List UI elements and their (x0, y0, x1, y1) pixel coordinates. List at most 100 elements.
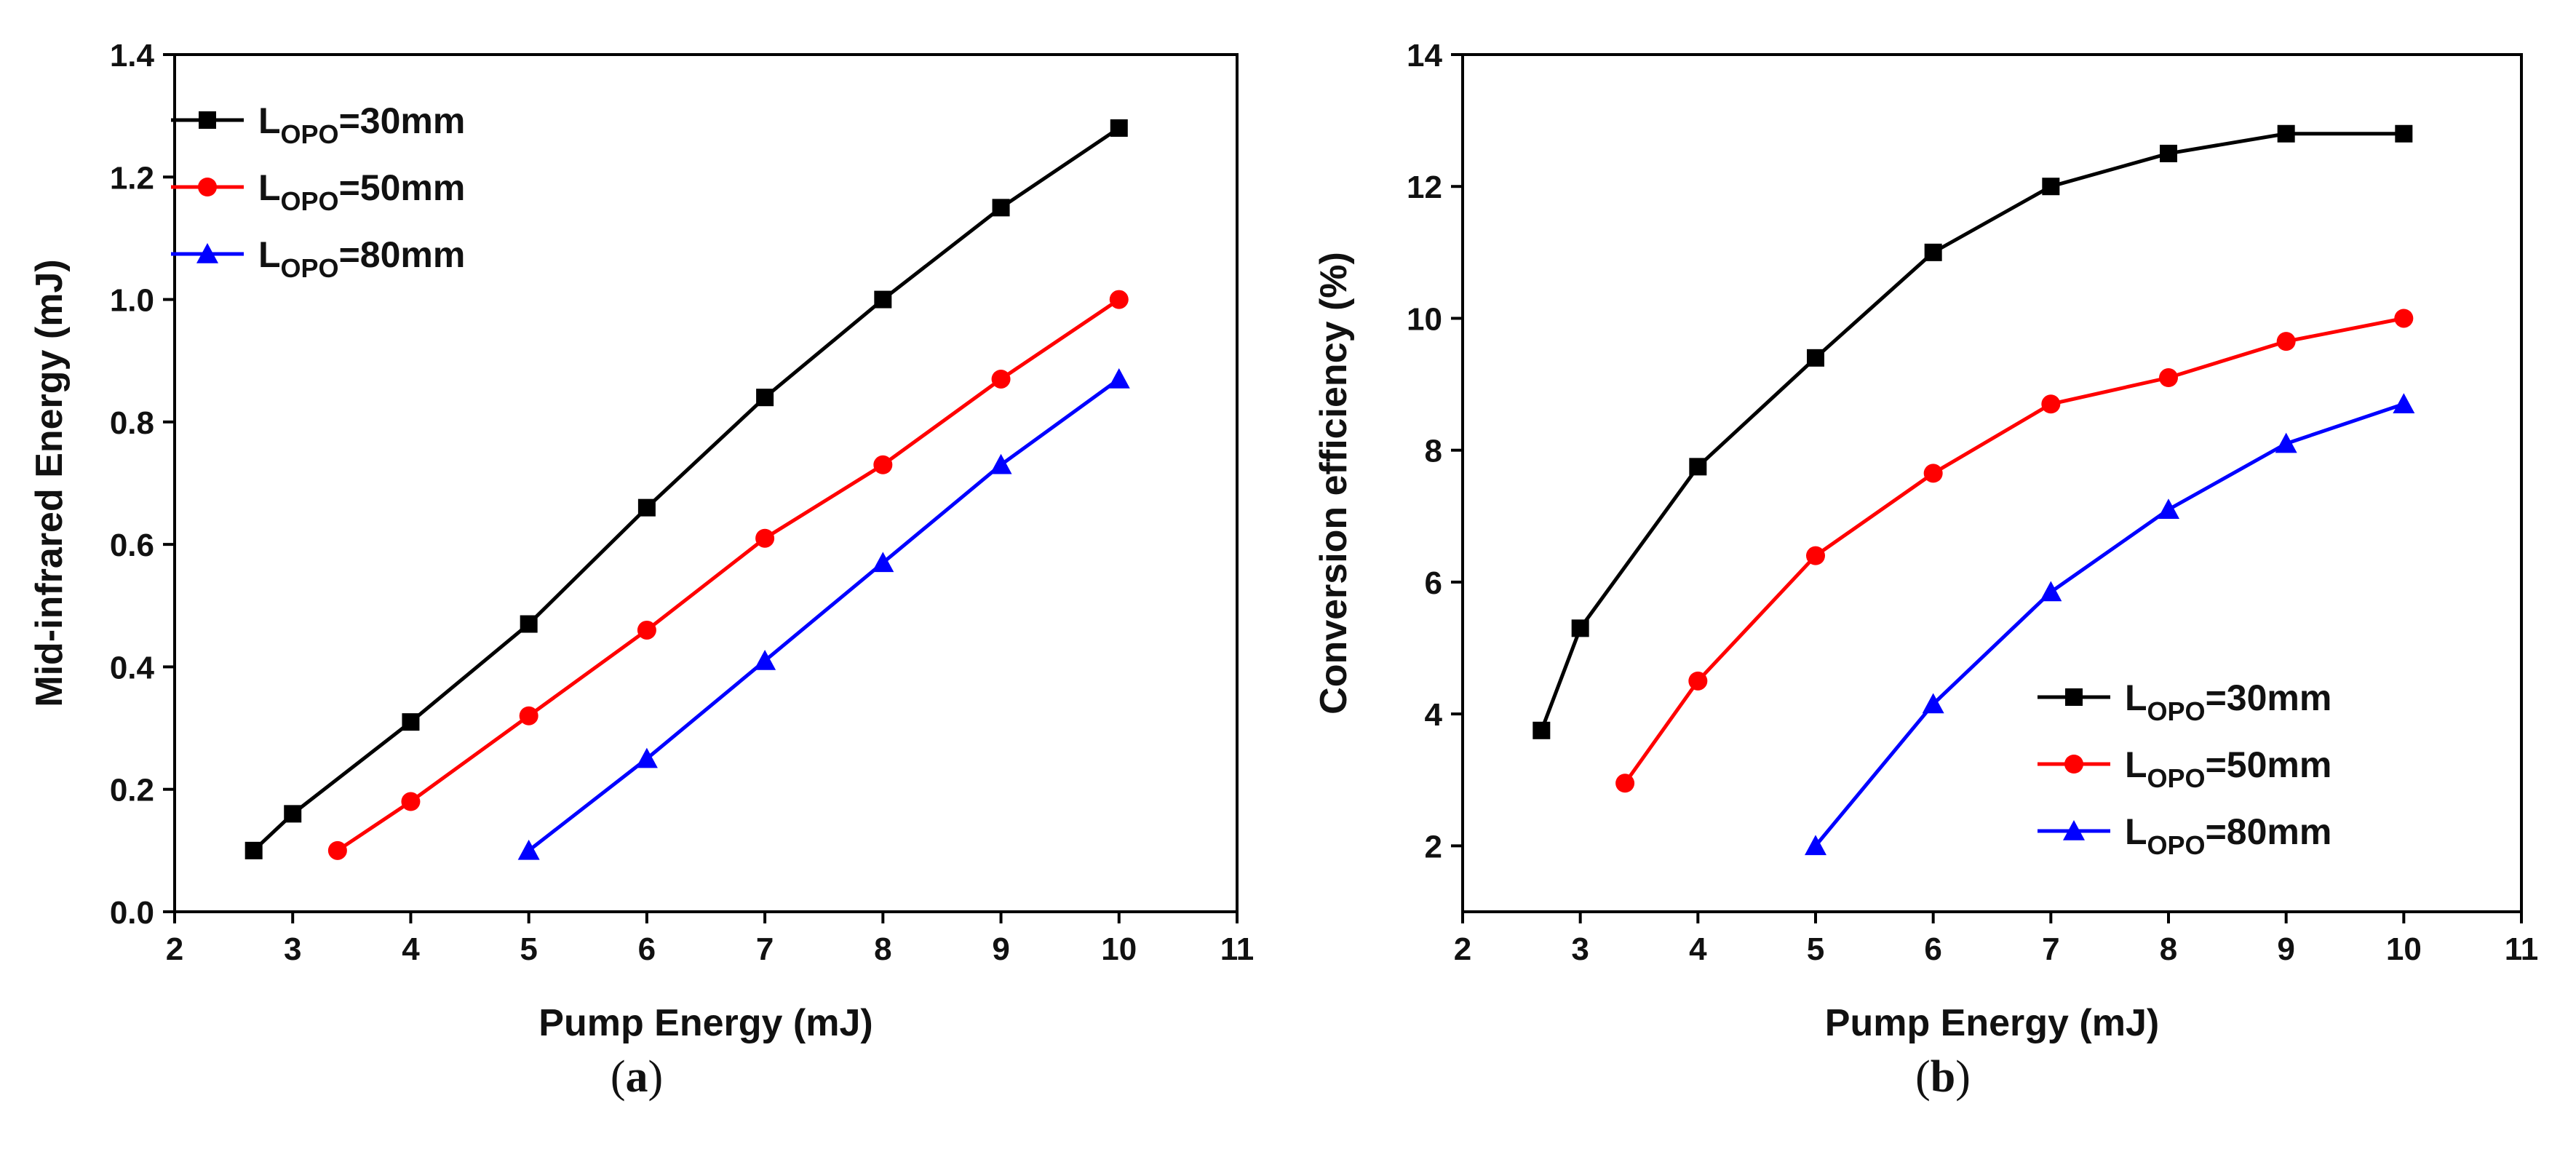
data-point (2275, 432, 2297, 453)
data-point (284, 805, 302, 823)
x-tick-label: 2 (1454, 931, 1471, 967)
data-point (2395, 124, 2413, 143)
series-0 (1533, 124, 2413, 739)
y-tick-label: 0.8 (110, 405, 154, 441)
x-tick-label: 5 (1807, 931, 1824, 967)
data-point (637, 620, 656, 640)
data-point (873, 455, 893, 474)
data-point (2277, 124, 2295, 143)
y-tick-label: 4 (1425, 697, 1443, 733)
series-line (1814, 402, 2405, 847)
series-1 (1615, 309, 2414, 793)
y-axis-label: Mid-infrared Energy (mJ) (28, 259, 71, 707)
y-tick-label: 0.6 (110, 528, 154, 563)
y-tick-label: 10 (1407, 301, 1442, 337)
data-point (402, 713, 420, 731)
data-point (520, 615, 538, 633)
y-tick-label: 1.0 (110, 283, 154, 319)
legend-marker (2063, 820, 2085, 840)
x-tick-label: 6 (638, 931, 656, 967)
data-point (756, 389, 774, 407)
legend-entry: LOPO=30mm (2125, 677, 2331, 726)
data-point (2160, 144, 2177, 162)
data-point (2041, 394, 2061, 414)
data-point (1689, 458, 1707, 476)
x-tick-label: 11 (1220, 931, 1255, 967)
x-tick-label: 3 (284, 931, 301, 967)
data-point (1923, 464, 1943, 483)
y-tick-label: 1.4 (110, 38, 155, 73)
chart-panel-b: 2 3 4 5 6 7 8 9 10 11 2 4 6 8 10 12 14 Pump Energy (mJ) Co… (1313, 38, 2538, 1102)
data-point (1571, 619, 1589, 637)
data-point (2393, 393, 2415, 414)
data-point (327, 840, 347, 860)
data-point (991, 369, 1011, 389)
x-tick-label: 7 (2042, 931, 2059, 967)
data-point (1110, 119, 1128, 137)
data-point (1688, 671, 1708, 691)
legend-marker (2064, 755, 2083, 774)
data-point (2159, 368, 2178, 388)
data-point (635, 747, 658, 768)
data-point (1109, 290, 1129, 309)
x-tick-label: 10 (2386, 931, 2422, 967)
legend-marker (196, 243, 218, 263)
chart-panel-a: 2 3 4 5 6 7 8 9 10 11 0.0 0.2 0.4 0.6 0.8 1.0 1.2 1.4 Pump… (28, 38, 1254, 1102)
x-tick-label: 5 (520, 931, 537, 967)
data-point (1806, 546, 1825, 565)
legend-entry: LOPO=50mm (2125, 744, 2331, 793)
y-tick-label: 0.4 (110, 650, 155, 685)
data-point (1805, 835, 1826, 856)
y-tick-label: 14 (1407, 38, 1442, 73)
data-point (245, 841, 263, 859)
data-point (754, 650, 776, 670)
legend-marker (199, 111, 216, 129)
legend-marker (198, 178, 217, 196)
y-tick-label: 6 (1425, 565, 1442, 601)
y-tick-label: 2 (1425, 829, 1442, 864)
data-point (2158, 498, 2179, 519)
series-1 (327, 290, 1129, 860)
series-2 (517, 367, 1130, 860)
legend-entry: LOPO=30mm (258, 100, 465, 149)
data-point (1924, 243, 1942, 261)
data-point (1807, 349, 1824, 367)
data-point (2394, 309, 2414, 328)
x-tick-label: 4 (1689, 931, 1707, 967)
data-point (2040, 581, 2062, 602)
y-tick-label: 12 (1407, 170, 1442, 205)
x-tick-label: 9 (992, 931, 1009, 967)
data-point (1922, 693, 1944, 714)
data-point (637, 498, 656, 517)
legend-entry: LOPO=50mm (258, 167, 465, 216)
legend-entry: LOPO=80mm (258, 234, 465, 283)
y-tick-label: 0.2 (110, 773, 154, 808)
data-point (517, 839, 540, 860)
x-tick-label: 6 (1924, 931, 1941, 967)
panel-caption: (a) (611, 1052, 663, 1102)
data-point (2042, 178, 2060, 196)
series-line (336, 298, 1121, 852)
data-point (1615, 774, 1635, 793)
x-tick-label: 8 (874, 931, 891, 967)
panel-caption: (b) (1915, 1052, 1971, 1102)
y-tick-label: 1.2 (110, 160, 154, 196)
x-tick-label: 7 (756, 931, 774, 967)
legend: LOPO=30mm LOPO=50mm LOPO=80mm (2038, 677, 2331, 860)
legend: LOPO=30mm LOPO=50mm LOPO=80mm (171, 100, 465, 283)
y-tick-label: 8 (1425, 434, 1442, 469)
data-point (874, 290, 892, 309)
y-tick-label: 0.0 (110, 895, 154, 931)
series-0 (245, 119, 1128, 859)
data-point (990, 453, 1012, 474)
x-tick-label: 4 (402, 931, 420, 967)
data-point (2276, 332, 2296, 351)
data-point (1108, 367, 1130, 389)
x-tick-label: 2 (166, 931, 183, 967)
x-tick-label: 8 (2160, 931, 2177, 967)
data-point (1533, 721, 1551, 739)
x-axis-label: Pump Energy (mJ) (538, 1002, 872, 1044)
x-tick-label: 11 (2505, 931, 2539, 967)
y-axis-label: Conversion efficiency (%) (1313, 252, 1355, 715)
legend-entry: LOPO=80mm (2125, 811, 2331, 860)
